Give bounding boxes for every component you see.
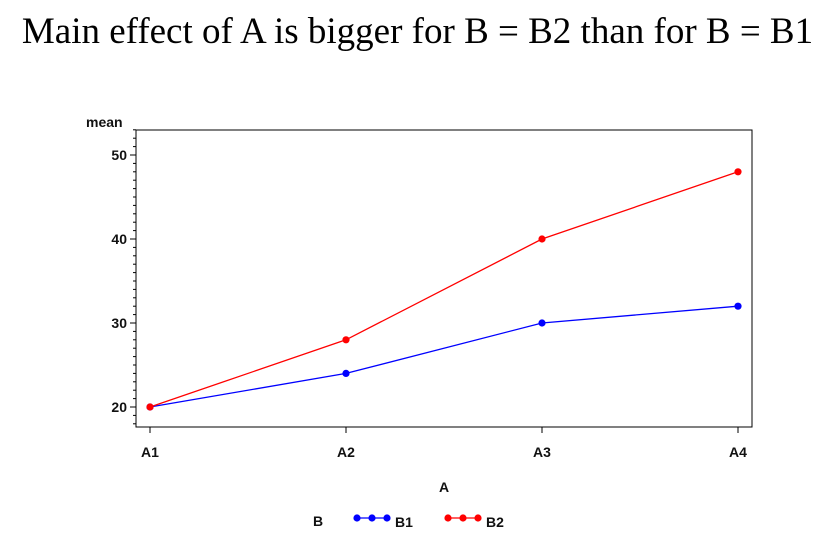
x-tick-label: A1 — [141, 444, 159, 460]
data-point-b2 — [342, 336, 350, 344]
y-axis-label: mean — [86, 114, 123, 130]
series-line-b1 — [149, 305, 739, 408]
data-point-b1 — [538, 319, 546, 327]
legend-swatch-marker — [444, 514, 452, 522]
data-point-b1 — [342, 369, 350, 377]
x-axis: A1 A2 A3 A4 — [141, 427, 747, 460]
data-point-b2 — [538, 235, 546, 243]
series-line-b2 — [149, 171, 739, 408]
legend: B B1 B2 — [313, 513, 504, 530]
data-point-b2 — [146, 403, 154, 411]
x-tick-label: A2 — [337, 444, 355, 460]
legend-swatch-marker — [474, 514, 482, 522]
series-layer — [146, 168, 742, 411]
legend-item-b1: B1 — [353, 514, 413, 530]
x-tick-label: A4 — [729, 444, 747, 460]
y-tick-label: 30 — [111, 315, 127, 331]
legend-swatch-marker — [383, 514, 391, 522]
x-axis-label: A — [439, 479, 449, 495]
x-tick-label: A3 — [533, 444, 551, 460]
data-point-b2 — [734, 168, 742, 176]
chart-title: Main effect of A is bigger for B = B2 th… — [21, 11, 814, 52]
legend-title: B — [313, 513, 323, 529]
legend-swatch-marker — [368, 514, 376, 522]
y-tick-label: 50 — [111, 147, 127, 163]
legend-swatch-marker — [353, 514, 361, 522]
legend-label: B1 — [395, 514, 413, 530]
legend-item-b2: B2 — [444, 514, 504, 530]
y-axis: 20 30 40 50 — [111, 129, 136, 425]
y-tick-label: 20 — [111, 399, 127, 415]
y-tick-label: 40 — [111, 231, 127, 247]
legend-swatch-marker — [459, 514, 467, 522]
plot-frame — [135, 129, 753, 428]
data-point-b1 — [734, 302, 742, 310]
legend-label: B2 — [486, 514, 504, 530]
